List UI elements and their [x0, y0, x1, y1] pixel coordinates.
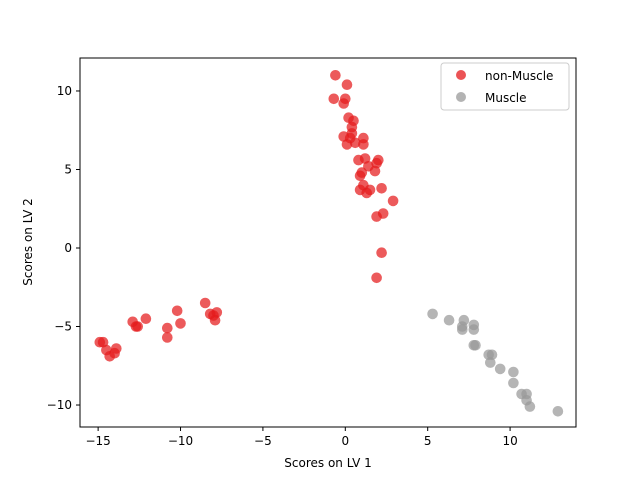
point-non-muscle [369, 165, 381, 177]
point-non-muscle [349, 137, 361, 149]
point-non-muscle [361, 187, 373, 199]
legend-marker-non-muscle [456, 70, 466, 80]
y-tick-label: −5 [54, 320, 72, 334]
legend: non-Muscle Muscle [440, 62, 570, 111]
point-non-muscle [387, 195, 399, 207]
point-muscle [468, 324, 480, 335]
point-non-muscle [330, 70, 341, 81]
y-tick-label: 5 [64, 162, 72, 176]
point-non-muscle [104, 351, 115, 362]
point-non-muscle [338, 98, 350, 109]
point-muscle [524, 401, 536, 412]
point-non-muscle [175, 318, 186, 329]
point-non-muscle [371, 211, 382, 222]
x-tick-label: −5 [254, 434, 272, 448]
point-non-muscle [171, 305, 183, 317]
point-muscle [508, 377, 519, 389]
point-non-muscle [376, 247, 387, 258]
point-non-muscle [371, 272, 382, 284]
point-muscle [508, 366, 519, 378]
plot-frame [79, 57, 577, 428]
point-muscle [468, 340, 480, 351]
x-tick-label: −10 [168, 434, 193, 448]
point-muscle [427, 308, 438, 320]
point-non-muscle [341, 139, 353, 150]
point-muscle [494, 363, 506, 375]
y-tick-label: 0 [64, 241, 72, 255]
legend-label-non-muscle: non-Muscle [485, 69, 553, 83]
point-non-muscle [358, 139, 369, 150]
x-tick-label: 10 [502, 434, 517, 448]
legend-marker-muscle [456, 92, 466, 102]
point-non-muscle [341, 79, 353, 90]
point-non-muscle [199, 297, 211, 309]
point-non-muscle [130, 321, 142, 332]
y-axis-label: Scores on LV 2 [21, 198, 35, 285]
point-muscle [552, 406, 564, 417]
point-muscle [457, 324, 468, 335]
point-non-muscle [140, 313, 152, 325]
x-tick-label: 0 [341, 434, 349, 448]
point-muscle [485, 357, 496, 368]
point-non-muscle [373, 154, 384, 166]
point-non-muscle [209, 314, 221, 326]
point-non-muscle [162, 332, 173, 343]
point-non-muscle [94, 336, 106, 348]
legend-box [440, 62, 570, 111]
ticks-layer: −15 −10 −5 0 5 10 −10 −5 0 5 10 [47, 84, 518, 448]
x-tick-label: 5 [424, 434, 432, 448]
point-non-muscle [328, 93, 340, 105]
point-muscle [443, 314, 455, 326]
legend-label-muscle: Muscle [485, 91, 527, 105]
point-non-muscle [162, 322, 173, 334]
x-tick-label: −15 [85, 434, 110, 448]
point-non-muscle [376, 183, 387, 194]
points-layer [94, 70, 564, 417]
y-tick-label: 10 [57, 84, 72, 98]
point-non-muscle [354, 170, 366, 182]
x-axis-label: Scores on LV 1 [284, 456, 371, 470]
y-tick-label: −10 [47, 398, 72, 412]
point-non-muscle [353, 154, 364, 166]
